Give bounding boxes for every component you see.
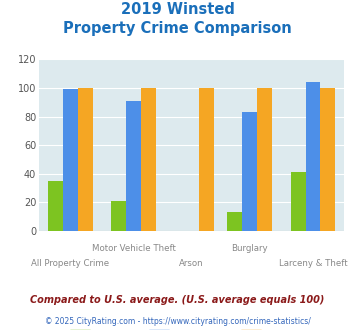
- Bar: [78, 88, 93, 231]
- Text: All Property Crime: All Property Crime: [31, 259, 109, 268]
- Bar: [48, 181, 63, 231]
- Bar: [63, 89, 78, 231]
- Bar: [291, 172, 306, 231]
- Legend: Winsted, Minnesota, National: Winsted, Minnesota, National: [65, 326, 318, 330]
- Text: Property Crime Comparison: Property Crime Comparison: [63, 21, 292, 36]
- Bar: [242, 112, 257, 231]
- Bar: [257, 88, 272, 231]
- Bar: [126, 101, 141, 231]
- Bar: [199, 88, 214, 231]
- Bar: [321, 88, 335, 231]
- Text: Larceny & Theft: Larceny & Theft: [279, 259, 347, 268]
- Bar: [141, 88, 156, 231]
- Text: Compared to U.S. average. (U.S. average equals 100): Compared to U.S. average. (U.S. average …: [30, 295, 325, 305]
- Text: 2019 Winsted: 2019 Winsted: [121, 2, 234, 16]
- Text: Arson: Arson: [179, 259, 204, 268]
- Bar: [111, 201, 126, 231]
- Bar: [306, 82, 321, 231]
- Text: © 2025 CityRating.com - https://www.cityrating.com/crime-statistics/: © 2025 CityRating.com - https://www.city…: [45, 317, 310, 326]
- Text: Motor Vehicle Theft: Motor Vehicle Theft: [92, 244, 176, 253]
- Text: Burglary: Burglary: [231, 244, 268, 253]
- Bar: [227, 213, 242, 231]
